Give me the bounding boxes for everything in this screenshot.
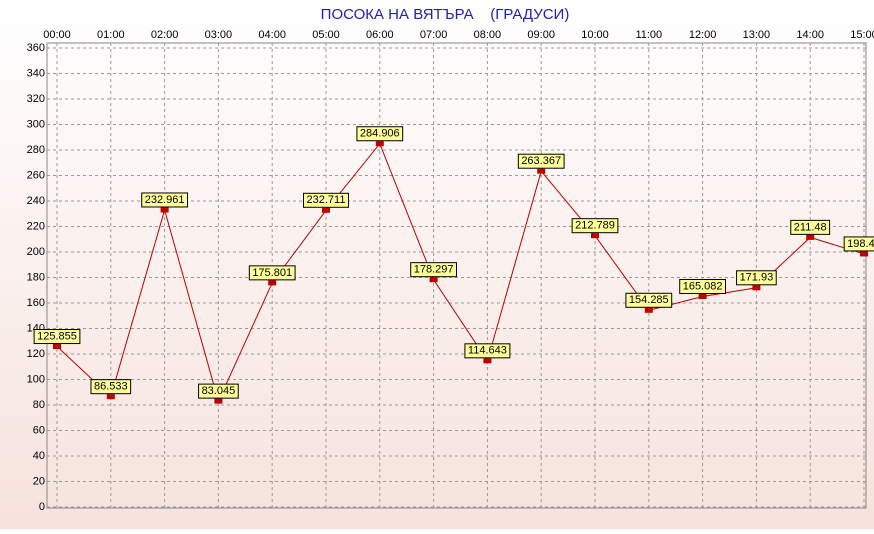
y-tick-label: 160 [27, 297, 45, 309]
point-marker [483, 358, 492, 364]
data-label-box [198, 383, 239, 399]
line [56, 142, 865, 403]
plot-frame [46, 42, 867, 509]
data-label: 171.93 [740, 272, 774, 284]
chart-title: ПОСОКА НА ВЯТЪРА (ГРАДУСИ) [321, 6, 570, 23]
y-tick-label: 180 [27, 271, 45, 283]
data-label-box [790, 219, 831, 235]
data-label: 211.48 [794, 221, 827, 233]
data-label-box [33, 329, 81, 345]
data-label: 212.789 [575, 220, 615, 232]
y-tick-label: 300 [27, 118, 45, 130]
y-tick-label: 0 [39, 501, 45, 513]
x-tick-label: 12:00 [689, 29, 717, 41]
data-label: 125.855 [37, 330, 77, 342]
x-tick-label: 13:00 [743, 29, 771, 41]
y-tick-label: 340 [27, 67, 45, 79]
y-tick-label: 320 [27, 93, 45, 105]
x-tick-label: 14:00 [796, 29, 824, 41]
data-label-box [679, 279, 726, 295]
data-label-box [517, 153, 565, 169]
y-tick-label: 260 [27, 169, 45, 181]
point-marker [375, 141, 384, 147]
y-tick-label: 80 [33, 399, 45, 411]
x-tick-label: 04:00 [258, 29, 286, 41]
data-label-box [736, 270, 777, 286]
data-label: 263.367 [521, 155, 561, 167]
point-marker [752, 285, 761, 291]
data-label-box [410, 262, 457, 278]
point-marker [160, 207, 169, 213]
point-marker [591, 233, 599, 239]
y-tick-label: 240 [27, 195, 45, 207]
data-label-box [571, 218, 619, 234]
data-label-box [464, 343, 511, 359]
point-marker [53, 344, 61, 350]
point-marker [322, 207, 330, 213]
data-label: 154.285 [629, 294, 669, 306]
point-marker [268, 280, 277, 286]
point-marker [537, 168, 546, 174]
x-tick-label: 02:00 [151, 29, 179, 41]
data-label-box [356, 126, 404, 142]
x-tick-label: 05:00 [312, 29, 340, 41]
x-tick-label: 06:00 [366, 29, 394, 41]
y-tick-label: 200 [27, 246, 45, 258]
y-tick-label: 120 [27, 348, 45, 360]
point-marker [429, 277, 438, 283]
y-tick-label: 220 [27, 220, 45, 232]
y-tick-label: 360 [27, 42, 45, 54]
data-label-box [248, 265, 296, 281]
x-tick-label: 15:00 [850, 29, 874, 41]
y-tick-label: 40 [33, 450, 45, 462]
point-marker [106, 394, 115, 400]
point-marker [644, 307, 653, 313]
data-label: 232.711 [307, 194, 346, 206]
data-label: 178.297 [414, 264, 454, 276]
y-tick-label: 60 [33, 424, 45, 436]
data-label: 86.533 [94, 381, 128, 393]
data-label-box [625, 292, 673, 308]
x-tick-label: 01:00 [97, 29, 125, 41]
data-label: 284.906 [360, 128, 400, 140]
y-tick-label: 20 [33, 475, 45, 487]
data-label: 198.48 [847, 238, 874, 250]
y-tick-label: 280 [27, 144, 45, 156]
x-tick-label: 08:00 [474, 29, 502, 41]
data-label-box [303, 192, 349, 208]
data-label-box [141, 192, 188, 208]
point-marker [214, 398, 223, 404]
y-tick-label: 100 [27, 373, 45, 385]
point-marker [698, 294, 707, 300]
data-label-box [90, 379, 132, 395]
x-tick-label: 07:00 [420, 29, 448, 41]
data-label-box [843, 236, 874, 252]
x-tick-label: 03:00 [205, 29, 233, 41]
data-label: 83.045 [202, 385, 236, 397]
x-tick-label: 09:00 [527, 29, 555, 41]
point-marker [806, 234, 815, 240]
data-label: 175.801 [252, 267, 292, 279]
data-label: 232.961 [145, 194, 185, 206]
data-label: 165.082 [683, 280, 723, 292]
point-marker [860, 251, 868, 257]
x-tick-label: 10:00 [581, 29, 609, 41]
x-tick-label: 11:00 [635, 29, 662, 41]
data-label: 114.643 [468, 345, 507, 357]
x-tick-label: 00:00 [43, 29, 71, 41]
